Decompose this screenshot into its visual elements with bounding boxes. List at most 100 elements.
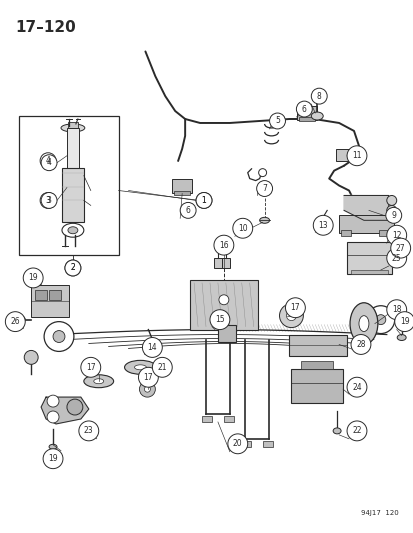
Circle shape xyxy=(375,314,385,325)
Circle shape xyxy=(394,312,413,332)
Text: 18: 18 xyxy=(391,305,401,314)
Circle shape xyxy=(142,337,162,358)
Circle shape xyxy=(286,311,296,321)
Circle shape xyxy=(311,88,326,104)
Ellipse shape xyxy=(83,375,113,387)
Text: 17: 17 xyxy=(290,303,299,312)
Circle shape xyxy=(81,358,100,377)
Ellipse shape xyxy=(61,124,85,132)
Text: 8: 8 xyxy=(316,92,321,101)
Circle shape xyxy=(78,421,98,441)
Bar xyxy=(31,285,69,317)
Circle shape xyxy=(144,386,150,392)
Circle shape xyxy=(285,298,305,318)
Ellipse shape xyxy=(349,303,377,344)
Circle shape xyxy=(196,192,211,208)
Circle shape xyxy=(269,113,285,129)
Bar xyxy=(190,280,257,329)
Circle shape xyxy=(313,215,332,235)
Circle shape xyxy=(41,192,57,208)
Text: 3: 3 xyxy=(45,196,50,205)
Circle shape xyxy=(47,411,59,423)
Text: 14: 14 xyxy=(147,343,157,352)
Text: 16: 16 xyxy=(218,240,228,249)
Ellipse shape xyxy=(134,365,146,370)
Circle shape xyxy=(346,421,366,441)
Ellipse shape xyxy=(332,428,340,434)
Bar xyxy=(67,128,78,168)
Ellipse shape xyxy=(259,217,269,223)
Text: 2: 2 xyxy=(70,263,75,272)
Bar xyxy=(174,190,190,196)
Text: 3: 3 xyxy=(47,196,51,205)
Text: 19: 19 xyxy=(28,273,38,282)
Circle shape xyxy=(47,395,59,407)
Bar xyxy=(214,258,221,268)
Circle shape xyxy=(346,377,366,397)
Ellipse shape xyxy=(396,335,405,341)
Circle shape xyxy=(44,321,74,351)
Text: 9: 9 xyxy=(390,211,395,220)
Text: 23: 23 xyxy=(84,426,93,435)
Bar xyxy=(346,242,391,274)
Bar xyxy=(223,416,233,422)
Text: 6: 6 xyxy=(301,104,306,114)
Text: 2: 2 xyxy=(70,263,75,272)
Text: 17: 17 xyxy=(86,363,95,372)
Text: 1: 1 xyxy=(201,196,206,205)
Circle shape xyxy=(40,153,56,168)
Bar xyxy=(289,335,346,357)
Circle shape xyxy=(214,235,233,255)
Ellipse shape xyxy=(124,360,156,374)
Circle shape xyxy=(385,207,401,223)
Text: 5: 5 xyxy=(274,117,279,125)
Circle shape xyxy=(256,181,272,197)
Text: 25: 25 xyxy=(391,254,401,263)
Circle shape xyxy=(296,101,311,117)
Text: 94J17  120: 94J17 120 xyxy=(360,510,398,516)
Circle shape xyxy=(43,449,63,469)
Bar xyxy=(299,117,315,121)
Circle shape xyxy=(258,168,266,176)
Bar xyxy=(19,116,118,255)
Bar xyxy=(262,441,272,447)
Ellipse shape xyxy=(17,316,25,323)
Text: 19: 19 xyxy=(399,317,408,326)
Circle shape xyxy=(65,260,81,276)
Text: 12: 12 xyxy=(391,231,401,240)
Bar xyxy=(172,179,192,193)
Text: 13: 13 xyxy=(318,221,327,230)
Circle shape xyxy=(386,248,406,268)
Bar xyxy=(301,361,332,369)
Bar xyxy=(68,122,78,128)
Circle shape xyxy=(386,205,396,215)
Bar xyxy=(49,290,61,300)
Ellipse shape xyxy=(49,445,57,449)
Text: 10: 10 xyxy=(237,224,247,233)
Circle shape xyxy=(24,350,38,365)
Text: 4: 4 xyxy=(47,158,51,167)
Text: 19: 19 xyxy=(48,454,58,463)
Circle shape xyxy=(346,146,366,166)
Circle shape xyxy=(386,300,406,320)
Circle shape xyxy=(53,330,65,343)
Circle shape xyxy=(366,306,394,334)
Text: 26: 26 xyxy=(10,317,20,326)
Ellipse shape xyxy=(62,223,83,237)
Circle shape xyxy=(232,219,252,238)
Circle shape xyxy=(227,434,247,454)
Bar xyxy=(217,325,235,343)
Circle shape xyxy=(138,367,158,387)
Bar xyxy=(297,106,316,120)
Text: 22: 22 xyxy=(351,426,361,435)
Text: 27: 27 xyxy=(395,244,404,253)
Bar xyxy=(202,416,211,422)
Text: 1: 1 xyxy=(201,196,206,205)
Bar xyxy=(378,230,388,236)
Text: 4: 4 xyxy=(45,156,50,165)
Circle shape xyxy=(65,260,81,276)
Text: 11: 11 xyxy=(351,151,361,160)
Ellipse shape xyxy=(93,379,103,384)
Ellipse shape xyxy=(358,316,368,332)
Bar xyxy=(338,215,393,233)
